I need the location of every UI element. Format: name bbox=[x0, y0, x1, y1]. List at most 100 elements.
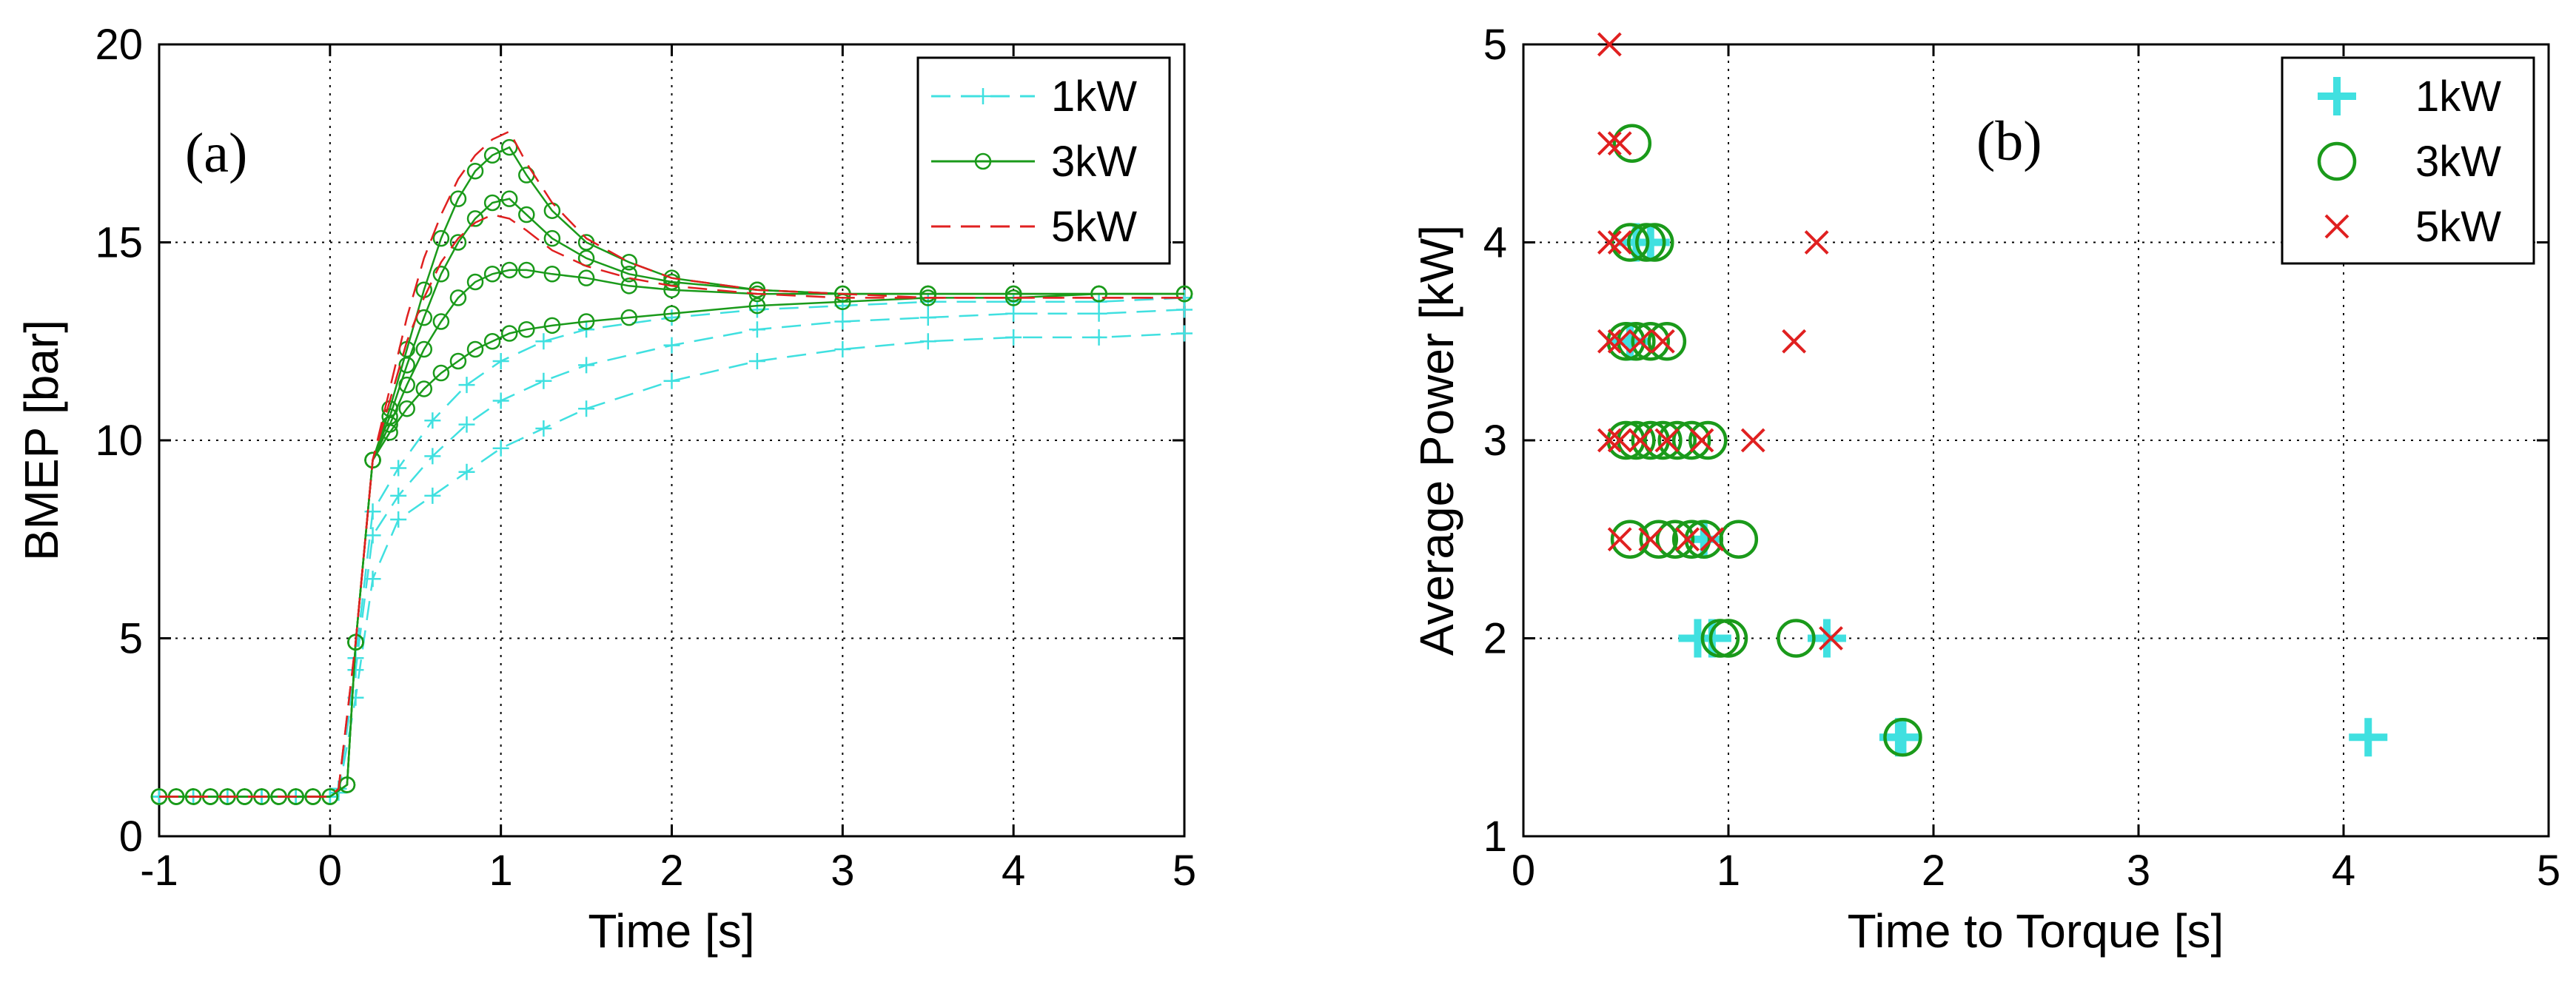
data-point-3kW bbox=[432, 364, 450, 382]
data-point-1kW bbox=[919, 309, 936, 326]
x-tick-label: 2 bbox=[660, 847, 683, 895]
data-point-3kW bbox=[483, 194, 501, 212]
data-point-5kW bbox=[1607, 230, 1632, 255]
data-point-5kW bbox=[1638, 527, 1663, 552]
y-tick-label: 0 bbox=[119, 813, 143, 861]
data-point-3kW bbox=[500, 325, 518, 342]
legend-box bbox=[2281, 56, 2535, 265]
panel-b-legend: 1kW 3kW 5kW bbox=[2281, 56, 2535, 265]
data-point-3kW bbox=[577, 313, 595, 330]
legend-label: 3kW bbox=[2415, 138, 2501, 186]
data-point-3kW bbox=[1688, 420, 1728, 460]
data-point-3kW bbox=[518, 261, 535, 279]
data-point-3kW bbox=[620, 266, 638, 283]
data-point-5kW bbox=[1597, 230, 1622, 255]
data-point-3kW bbox=[1004, 285, 1022, 303]
data-point-1kW bbox=[492, 440, 509, 457]
data-point-3kW bbox=[543, 317, 561, 335]
panel-b-ylabel: Average Power [kW] bbox=[1410, 225, 1463, 656]
data-point-5kW bbox=[1628, 428, 1653, 453]
data-point-1kW bbox=[458, 463, 475, 480]
data-point-1kW bbox=[458, 377, 475, 394]
data-point-3kW bbox=[415, 340, 433, 358]
data-point-5kW bbox=[1597, 329, 1622, 354]
data-point-5kW bbox=[1607, 131, 1632, 156]
data-point-3kW bbox=[1708, 619, 1748, 658]
data-point-3kW bbox=[1090, 285, 1107, 303]
legend-item-3kW: 3kW bbox=[931, 138, 1137, 186]
data-point-3kW bbox=[432, 229, 450, 247]
data-point-3kW bbox=[1655, 520, 1695, 559]
data-point-1kW bbox=[1090, 329, 1107, 346]
legend-marker-sample bbox=[2317, 141, 2357, 181]
data-point-5kW bbox=[1607, 527, 1632, 552]
legend-label: 1kW bbox=[1051, 73, 1137, 121]
y-tick-label: 1 bbox=[1483, 813, 1507, 861]
legend-item-5kW: 5kW bbox=[931, 203, 1137, 251]
data-point-5kW bbox=[1597, 32, 1622, 57]
data-point-3kW bbox=[1610, 520, 1650, 559]
data-point-3kW bbox=[663, 305, 680, 323]
data-point-3kW bbox=[398, 357, 415, 374]
data-point-5kW bbox=[1654, 428, 1680, 453]
panel-a-legend: 1kW 3kW 5kW bbox=[916, 56, 1171, 265]
x-tick-label: 5 bbox=[2537, 847, 2560, 895]
x-tick-label: 4 bbox=[2332, 847, 2355, 895]
x-tick-label: 3 bbox=[831, 847, 854, 895]
data-point-3kW bbox=[500, 138, 518, 156]
series-line-5kW-1 bbox=[159, 130, 1184, 798]
legend-item-1kW: 1kW bbox=[931, 73, 1137, 121]
panel-b-series bbox=[1597, 32, 2388, 757]
data-point-3kW bbox=[543, 229, 561, 247]
y-tick-label: 10 bbox=[95, 417, 143, 465]
data-point-1kW bbox=[578, 400, 595, 417]
data-point-3kW bbox=[483, 333, 501, 350]
data-point-1kW bbox=[492, 392, 509, 409]
data-point-1kW bbox=[535, 372, 552, 389]
data-point-1kW bbox=[424, 412, 441, 429]
data-point-1kW bbox=[834, 340, 851, 357]
legend-marker-sample bbox=[2324, 214, 2349, 239]
data-point-3kW bbox=[919, 285, 936, 303]
data-point-1kW bbox=[748, 321, 765, 338]
y-tick-label: 5 bbox=[119, 615, 143, 663]
series-5kW bbox=[159, 130, 1184, 798]
data-point-3kW bbox=[449, 190, 467, 207]
data-point-3kW bbox=[1610, 223, 1650, 262]
data-point-3kW bbox=[663, 273, 680, 291]
x-tick-label: 3 bbox=[2127, 847, 2150, 895]
data-point-1kW bbox=[424, 448, 441, 465]
data-point-1kW bbox=[578, 357, 595, 374]
data-point-3kW bbox=[1635, 223, 1674, 262]
x-tick-label: 1 bbox=[489, 847, 513, 895]
x-tick-label: 1 bbox=[1717, 847, 1740, 895]
data-point-1kW bbox=[364, 527, 381, 544]
panel-a-xlabel: Time [s] bbox=[588, 904, 754, 958]
data-point-5kW bbox=[1782, 329, 1807, 354]
data-point-3kW bbox=[398, 400, 415, 417]
y-tick-label: 20 bbox=[95, 21, 143, 69]
data-point-3kW bbox=[466, 273, 484, 291]
data-point-3kW bbox=[543, 266, 561, 283]
data-point-3kW bbox=[1719, 520, 1759, 559]
data-point-3kW bbox=[577, 269, 595, 286]
data-point-1kW bbox=[535, 420, 552, 437]
y-tick-label: 2 bbox=[1483, 615, 1507, 663]
data-point-3kW bbox=[466, 340, 484, 358]
data-point-3kW bbox=[620, 254, 638, 271]
data-point-3kW bbox=[1777, 619, 1816, 658]
data-point-5kW bbox=[1804, 230, 1829, 255]
data-point-1kW bbox=[1005, 329, 1022, 346]
data-point-1kW bbox=[535, 333, 552, 350]
x-tick-label: -1 bbox=[140, 847, 178, 895]
data-point-1kW bbox=[390, 511, 407, 528]
y-tick-label: 15 bbox=[95, 219, 143, 267]
x-tick-label: 4 bbox=[1002, 847, 1025, 895]
data-point-3kW bbox=[1626, 223, 1666, 262]
panel-b-label: (b) bbox=[1976, 110, 2042, 172]
